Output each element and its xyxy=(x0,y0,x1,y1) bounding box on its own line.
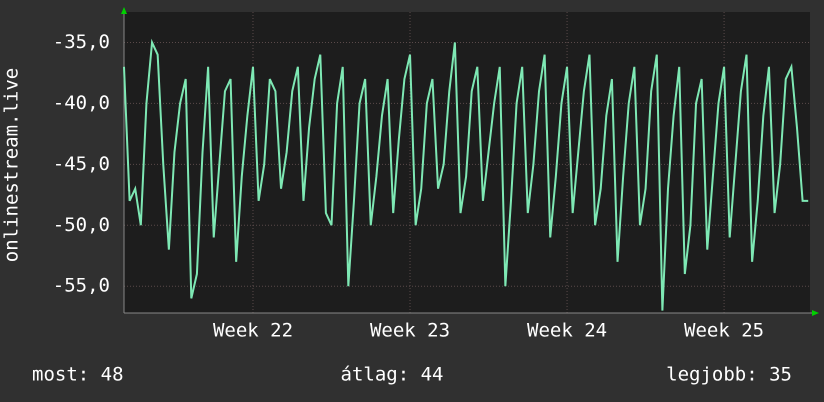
y-tick-label: -55,0 xyxy=(53,275,110,297)
x-tick-label: Week 23 xyxy=(370,320,450,342)
y-tick-label: -50,0 xyxy=(53,214,110,236)
y-tick-label: -45,0 xyxy=(53,153,110,175)
y-axis-label: onlinestream.live xyxy=(1,68,23,262)
y-tick-label: -40,0 xyxy=(53,92,110,114)
footer-current: most: 48 xyxy=(32,364,124,386)
x-arrow xyxy=(812,310,819,316)
y-arrow xyxy=(121,7,127,14)
x-tick-label: Week 22 xyxy=(213,320,293,342)
x-tick-label: Week 25 xyxy=(684,320,764,342)
footer-best: legjobb: 35 xyxy=(666,364,792,386)
footer-average: átlag: 44 xyxy=(341,364,444,386)
x-tick-label: Week 24 xyxy=(527,320,607,342)
y-tick-label: -35,0 xyxy=(53,31,110,53)
data-line xyxy=(123,38,809,311)
